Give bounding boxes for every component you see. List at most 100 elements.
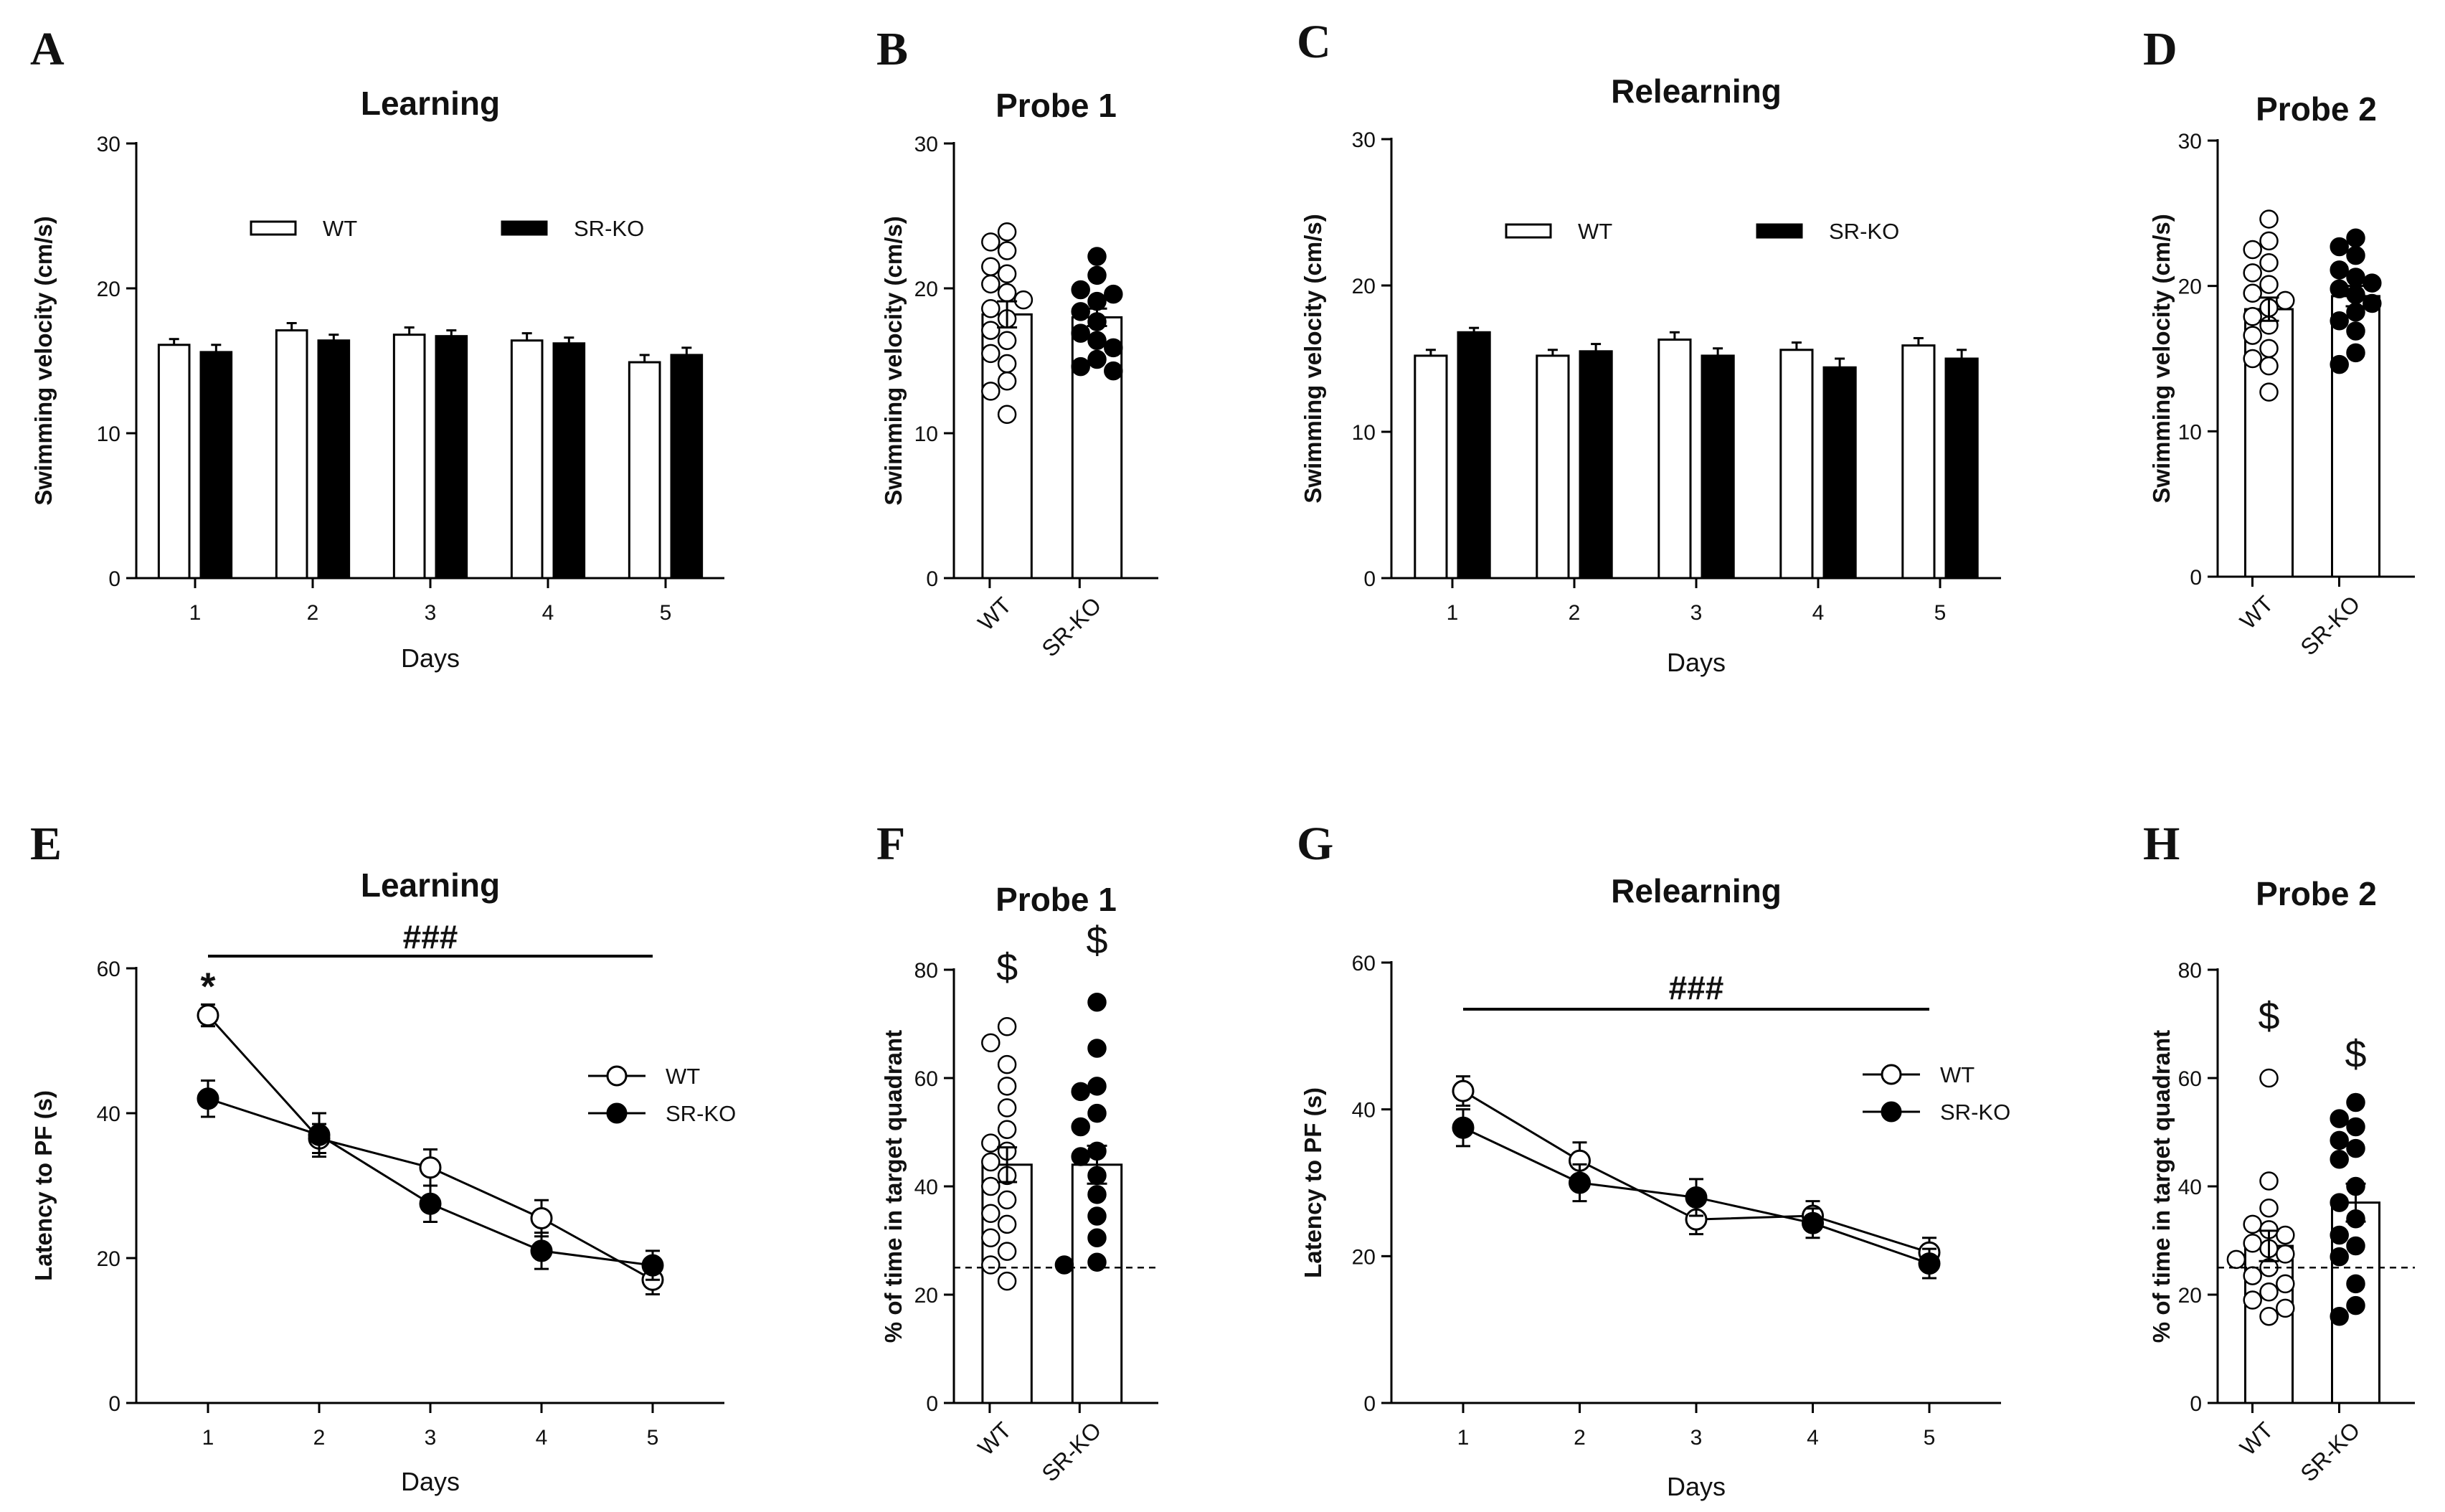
point-sr-ko	[419, 1192, 442, 1215]
bar-sr-ko	[317, 339, 351, 580]
bar-wt	[392, 334, 426, 580]
legend-marker-sr-ko	[606, 1102, 628, 1124]
panel-letter: H	[2143, 818, 2180, 870]
y-tick-label: 20	[2178, 275, 2202, 299]
point-wt	[2259, 1171, 2279, 1191]
point-wt	[2243, 240, 2262, 260]
significance-label: $	[2258, 995, 2279, 1038]
point-sr-ko	[1087, 1185, 1107, 1204]
star-label: *	[200, 965, 215, 1008]
series-line-wt	[207, 1014, 653, 1281]
legend-swatch-wt	[1505, 223, 1552, 239]
chart-title: Learning	[361, 85, 500, 122]
point-wt	[981, 1133, 1001, 1153]
bar-wt	[1901, 344, 1936, 580]
x-tick-label: 3	[425, 601, 437, 625]
point-wt	[2276, 1298, 2295, 1318]
significance-label: ###	[403, 918, 458, 955]
point-wt	[2243, 283, 2262, 303]
x-tick-label: 5	[647, 1426, 659, 1450]
point-wt	[2259, 1068, 2279, 1088]
y-tick-label: 0	[926, 1392, 938, 1416]
point-wt	[2226, 1249, 2246, 1270]
bar-wt	[275, 329, 308, 580]
y-tick-label: 0	[926, 567, 938, 591]
point-sr-ko	[2346, 1117, 2365, 1137]
panel-letter: E	[30, 818, 62, 870]
panel-letter: B	[876, 23, 908, 75]
legend-label-sr-ko: SR-KO	[574, 216, 644, 241]
panel-f: 0 20 40 60 80 % of time in target quadrant F Pr…	[876, 818, 1158, 1487]
point-sr-ko	[2330, 1109, 2349, 1128]
point-sr-ko	[2330, 1225, 2349, 1245]
bar-sr-ko	[670, 354, 704, 580]
x-tick-label: 1	[1447, 601, 1459, 625]
y-tick-label: 20	[914, 278, 938, 301]
bar-wt	[1779, 349, 1814, 580]
legend-swatch-sr-ko	[1756, 223, 1803, 239]
x-tick-label: 4	[1807, 1426, 1819, 1450]
x-tick-label: 5	[1924, 1426, 1936, 1450]
point-sr-ko	[2330, 354, 2349, 374]
bar-sr-ko	[1701, 354, 1735, 580]
point-wt	[2259, 356, 2279, 376]
point-sr-ko	[1071, 1117, 1090, 1137]
point-wt	[981, 257, 1001, 276]
point-wt	[2276, 290, 2295, 311]
y-tick-label: 20	[97, 278, 120, 301]
x-axis-label: Days	[1667, 648, 1726, 677]
point-wt	[981, 1228, 1001, 1247]
point-wt	[997, 1214, 1017, 1234]
point-wt	[997, 222, 1017, 242]
panel-d: 0 10 20 30 Swimming velocity (cm/s) D Probe 2 W…	[2143, 23, 2415, 661]
point-sr-ko	[1071, 280, 1090, 300]
point-wt	[2276, 1274, 2295, 1294]
x-category-label: SR-KO	[1036, 592, 1106, 661]
x-category-label: WT	[2235, 1417, 2279, 1460]
x-tick-label: 3	[1690, 1426, 1703, 1450]
x-category-label: SR-KO	[2295, 590, 2365, 660]
y-tick-label: 20	[1352, 275, 1376, 298]
y-tick-label: 30	[1352, 128, 1376, 152]
y-tick-label: 10	[97, 422, 120, 446]
point-sr-ko	[2346, 321, 2365, 341]
bar-sr-ko	[1457, 331, 1491, 580]
y-tick-label: 10	[914, 422, 938, 446]
y-tick-label: 30	[914, 133, 938, 156]
point-wt	[2259, 209, 2279, 229]
point-sr-ko	[1087, 1039, 1107, 1058]
y-tick-label: 0	[2190, 1392, 2202, 1416]
point-sr-ko	[1071, 356, 1090, 377]
point-sr-ko	[1071, 323, 1090, 343]
bar-sr-ko	[1944, 357, 1979, 580]
point-sr-ko	[2330, 1306, 2349, 1326]
point-wt	[2259, 252, 2279, 273]
point-sr-ko	[530, 1239, 553, 1262]
y-tick-label: 0	[2190, 566, 2202, 590]
point-wt	[981, 1152, 1001, 1172]
panel-letter: D	[2143, 23, 2177, 75]
legend-marker-wt	[1881, 1064, 1902, 1085]
legend-label-wt: WT	[1578, 219, 1612, 244]
point-wt	[2259, 1198, 2279, 1218]
point-wt	[997, 1098, 1017, 1118]
point-sr-ko	[1087, 291, 1107, 311]
point-sr-ko	[1071, 1082, 1090, 1102]
point-wt	[981, 321, 1001, 340]
x-axis-label: Days	[1667, 1472, 1726, 1501]
point-sr-ko	[2346, 1274, 2365, 1294]
x-tick-label: 4	[536, 1426, 548, 1450]
point-sr-ko	[1087, 1252, 1107, 1272]
bar-sr-ko	[199, 351, 233, 580]
bar-sr-ko	[1822, 366, 1857, 580]
point-wt	[419, 1156, 442, 1179]
y-tick-label: 0	[108, 1392, 120, 1416]
bar-sr-ko	[435, 335, 468, 580]
y-tick-label: 60	[97, 958, 120, 981]
point-sr-ko	[2330, 1193, 2349, 1212]
point-wt	[997, 264, 1017, 284]
y-axis-label: Latency to PF (s)	[1300, 1087, 1326, 1278]
point-wt	[981, 344, 1001, 364]
x-tick-label: 5	[660, 601, 672, 625]
point-sr-ko	[1071, 302, 1090, 321]
